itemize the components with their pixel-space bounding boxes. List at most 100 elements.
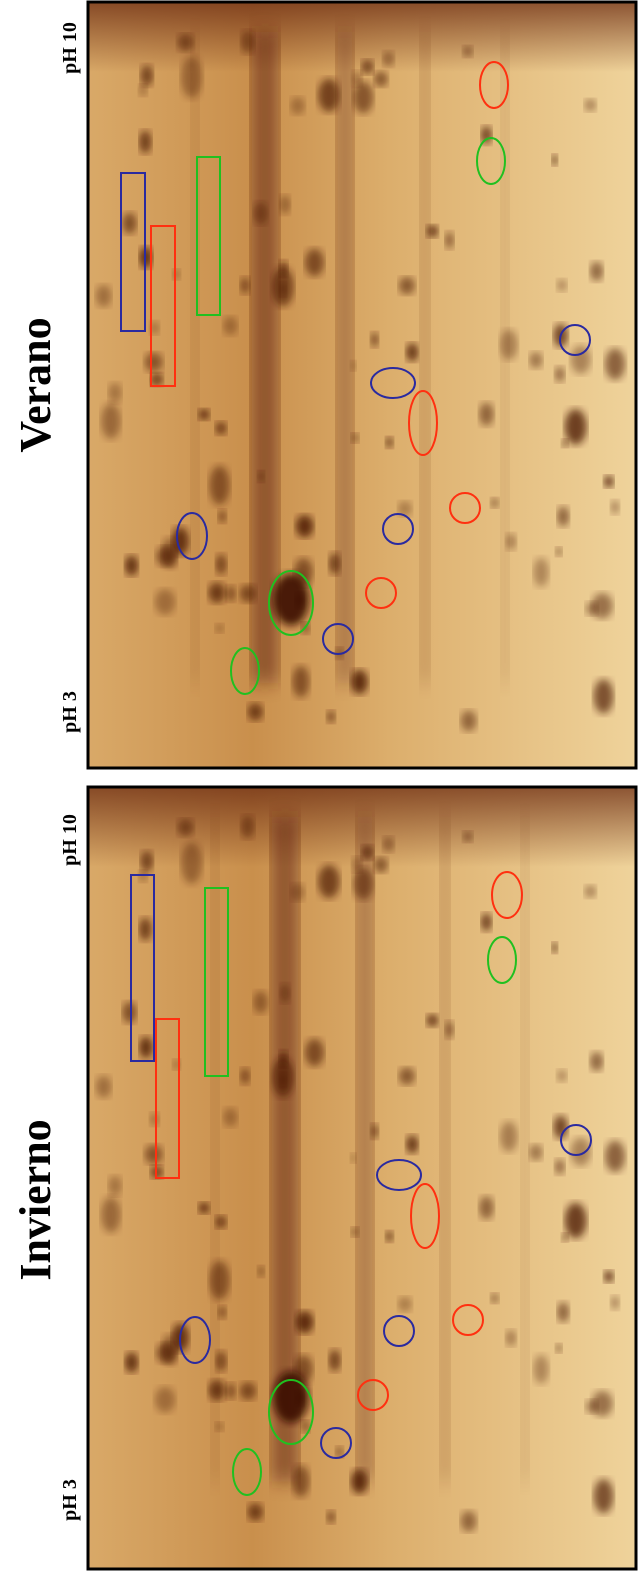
gel-spot — [557, 506, 569, 526]
gel-spot — [481, 913, 491, 931]
gel-spot — [208, 582, 225, 603]
gel-spot — [280, 984, 291, 1003]
gel-spot — [592, 1391, 613, 1417]
gel-spot — [272, 267, 294, 306]
gel-spot — [223, 316, 237, 335]
season-label: Invierno — [11, 1119, 60, 1280]
gel-spot — [109, 1176, 122, 1196]
gel-spot — [292, 1465, 309, 1497]
gel-spot — [557, 1070, 567, 1082]
gel-spot — [605, 1141, 625, 1173]
gel-spot — [272, 1058, 294, 1097]
gel-spot — [585, 99, 597, 112]
ph-bottom-label: pH 3 — [59, 1479, 81, 1521]
gel-spot — [399, 277, 415, 295]
gel-streak — [440, 817, 450, 1482]
gel-spot — [208, 1380, 225, 1401]
gel-spot — [445, 1021, 454, 1038]
gel-spot — [216, 1351, 227, 1372]
gel-band — [88, 2, 636, 72]
gel-spot — [218, 510, 227, 523]
gel-spot — [585, 885, 597, 898]
gel-spot — [445, 232, 454, 249]
gel-spot — [240, 1382, 257, 1400]
gel-spot — [139, 918, 151, 941]
gel-spot — [555, 1343, 562, 1352]
ph-top-label: pH 10 — [59, 814, 81, 866]
gel-spot — [361, 60, 373, 74]
gel-spot — [139, 130, 151, 153]
gel-spot — [215, 1422, 224, 1431]
gel-spot — [350, 1153, 356, 1163]
gel-spot — [181, 842, 202, 883]
gel-spot — [406, 343, 418, 362]
gel-spot — [353, 868, 373, 900]
gel-spot — [173, 269, 181, 279]
gel-spot — [226, 585, 236, 601]
gel-spot — [273, 1371, 309, 1423]
gel-spot — [351, 433, 359, 443]
gel-spot — [506, 1330, 516, 1347]
gel-streak — [252, 32, 278, 683]
gel-spot — [273, 573, 309, 625]
gel-spot — [139, 1037, 152, 1059]
gel-spot — [125, 1352, 138, 1373]
gel-spot — [145, 1145, 163, 1164]
gel-spot — [178, 819, 194, 836]
gel-spot — [240, 585, 257, 603]
gel-spot — [326, 1511, 335, 1524]
gel-spot — [385, 1231, 393, 1242]
gel-spot — [491, 1293, 499, 1303]
gel-spot — [150, 373, 163, 386]
gel-spot — [611, 1296, 619, 1310]
gel-spot — [590, 1052, 603, 1071]
gel-spot — [427, 225, 439, 238]
gel-spot — [296, 1311, 314, 1334]
gel-spot — [561, 439, 568, 448]
gel-spot — [461, 1511, 477, 1532]
gel-spot — [145, 352, 163, 371]
gel-spot — [215, 1215, 226, 1228]
gel-spot — [594, 679, 614, 714]
gel-spot — [258, 471, 265, 482]
gel-spot — [280, 195, 291, 214]
gel-spot — [296, 515, 314, 538]
gel-spot — [162, 538, 177, 568]
gel-spot — [351, 1469, 368, 1494]
gel-spot — [534, 558, 549, 587]
gel-spot — [571, 1138, 591, 1167]
gel-spot — [125, 555, 138, 576]
gel-spot — [371, 332, 379, 347]
gel-spot — [352, 71, 362, 87]
gel-spot — [565, 1203, 587, 1239]
gel-spot — [215, 422, 226, 435]
ph-bottom-label: pH 3 — [59, 691, 81, 733]
gel-spot — [461, 710, 477, 731]
gel-spot — [199, 1202, 210, 1213]
gel-spot — [209, 466, 229, 505]
gel-spot — [374, 71, 387, 87]
gel-spot — [506, 533, 516, 550]
gel-spot — [162, 1335, 177, 1365]
gel-spot — [565, 409, 587, 445]
gel-spot — [291, 97, 305, 115]
gel-spot — [371, 1124, 379, 1139]
gel-spot — [241, 816, 254, 839]
gel-spot — [223, 1108, 237, 1127]
gel-spot — [534, 1355, 549, 1384]
gel-streak — [420, 32, 430, 683]
gel-spot — [552, 154, 558, 165]
gel-spot — [398, 1297, 412, 1312]
gel-spot — [109, 383, 122, 403]
gel-spot — [385, 437, 393, 448]
gel-spot — [258, 1266, 265, 1277]
gel-spot — [557, 1302, 569, 1322]
gel-spot — [329, 1349, 340, 1371]
gel-spot — [141, 851, 154, 872]
gel-spot — [123, 1002, 137, 1023]
gel-spot — [350, 361, 356, 371]
gel-streak — [191, 32, 199, 683]
gel-spot — [253, 991, 267, 1014]
gel-spot — [555, 547, 562, 556]
gel-spot — [240, 277, 250, 294]
